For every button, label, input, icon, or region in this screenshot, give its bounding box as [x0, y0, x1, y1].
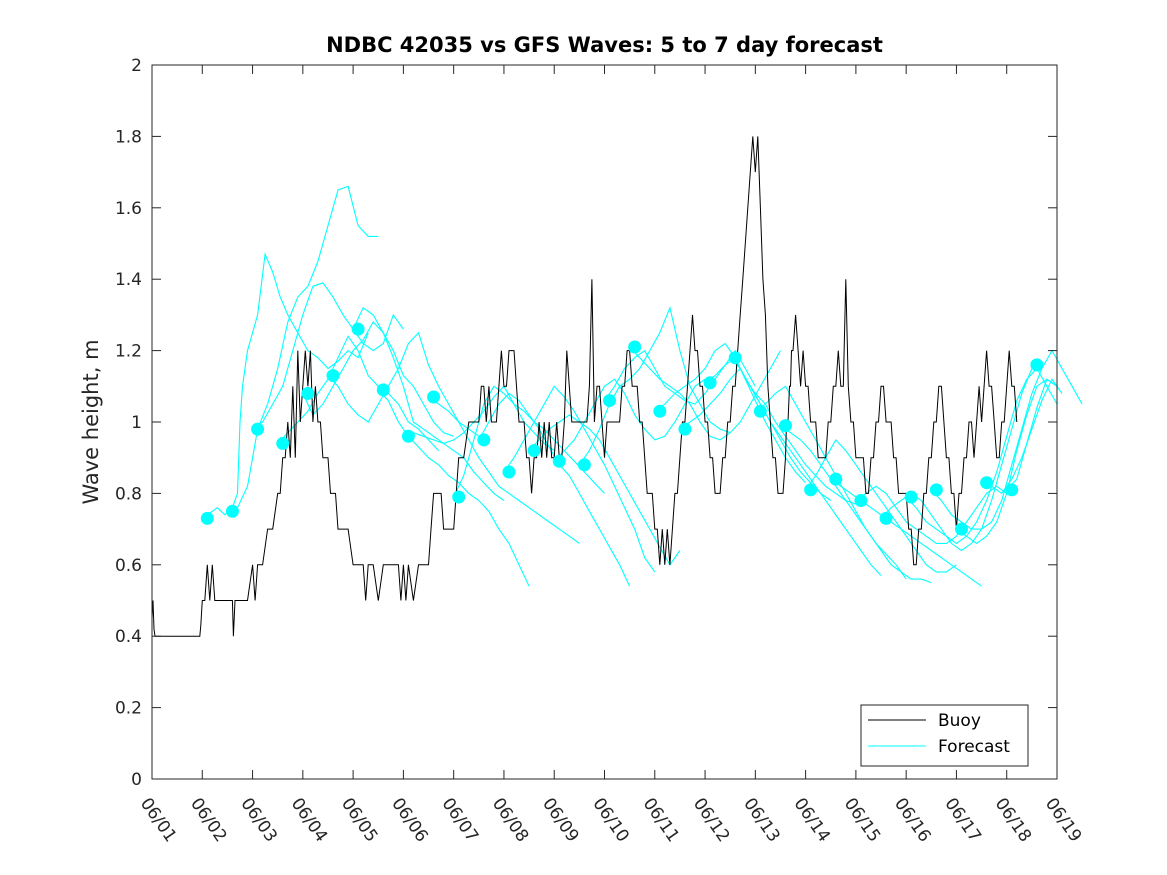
- forecast-run-line: [377, 389, 530, 587]
- forecast-marker: [276, 436, 290, 450]
- forecast-marker: [779, 419, 792, 433]
- forecast-marker: [728, 351, 742, 365]
- forecast-run-line: [754, 385, 907, 580]
- forecast-run-line: [654, 342, 807, 484]
- forecast-run-line: [352, 306, 505, 501]
- forecast-marker: [628, 340, 642, 354]
- forecast-marker: [225, 504, 239, 518]
- y-tick-label: 0: [131, 770, 142, 790]
- forecast-marker: [829, 472, 843, 486]
- y-tick-label: 1.8: [115, 127, 142, 147]
- y-tick-label: 0.2: [115, 699, 142, 719]
- legend-forecast-label: Forecast: [938, 737, 1010, 757]
- forecast-run-line: [805, 438, 957, 573]
- chart-title: NDBC 42035 vs GFS Waves: 5 to 7 day fore…: [326, 33, 883, 57]
- forecast-marker: [954, 522, 968, 536]
- forecast-marker: [753, 404, 767, 418]
- y-tick-label: 1.2: [115, 342, 142, 362]
- forecast-marker: [653, 404, 667, 418]
- forecast-marker: [577, 458, 591, 472]
- forecast-run-line: [1006, 378, 1058, 491]
- forecast-marker: [1005, 483, 1019, 497]
- legend-buoy-label: Buoy: [938, 711, 981, 731]
- forecast-marker: [603, 394, 617, 408]
- forecast-marker: [929, 483, 943, 497]
- forecast-marker: [703, 376, 717, 390]
- y-tick-label: 0.6: [115, 556, 142, 576]
- forecast-marker: [854, 494, 868, 508]
- forecast-marker: [502, 465, 516, 479]
- legend: Buoy Forecast: [860, 704, 1029, 767]
- forecast-marker: [980, 476, 994, 490]
- forecast-marker: [351, 322, 365, 336]
- forecast-marker: [527, 444, 541, 458]
- forecast-marker: [904, 490, 918, 504]
- forecast-marker: [427, 390, 441, 404]
- y-axis-ticks: 0 0.2 0.4 0.6 0.8 1 1.2 1.4 1.6 1.8 2: [115, 56, 1057, 790]
- y-tick-label: 1: [131, 413, 142, 433]
- forecast-marker: [879, 511, 893, 525]
- forecast-run-line: [528, 414, 681, 566]
- y-tick-label: 2: [131, 56, 142, 76]
- forecast-marker: [301, 386, 315, 400]
- forecast-marker: [326, 369, 340, 383]
- forecast-marker: [452, 490, 466, 504]
- forecast-marker: [1030, 358, 1044, 372]
- forecast-markers: [200, 322, 1044, 536]
- y-tick-label: 1.4: [115, 270, 142, 290]
- y-tick-label: 0.8: [115, 484, 142, 504]
- forecast-marker: [200, 511, 214, 525]
- forecast-run-line: [252, 282, 404, 430]
- forecast-marker: [678, 422, 692, 436]
- forecast-run-line: [302, 321, 454, 437]
- forecast-run-line: [428, 396, 580, 544]
- forecast-run-line: [503, 385, 656, 573]
- forecast-marker: [251, 422, 265, 436]
- forecast-marker: [477, 433, 491, 447]
- forecast-run-line: [277, 335, 439, 451]
- y-tick-label: 0.4: [115, 627, 142, 647]
- forecast-marker: [552, 454, 566, 468]
- plot-area: [152, 65, 1057, 779]
- buoy-series: [151, 136, 1018, 637]
- forecast-run-line: [327, 331, 480, 437]
- y-tick-label: 1.6: [115, 199, 142, 219]
- forecast-marker: [401, 429, 415, 443]
- legend-box: [860, 704, 1029, 767]
- forecast-marker: [376, 383, 390, 397]
- forecast-run-line: [553, 378, 706, 462]
- forecast-run-line: [981, 378, 1063, 495]
- forecast-run-line: [729, 357, 882, 576]
- y-axis-label: Wave height, m: [79, 339, 103, 504]
- forecast-run-line: [905, 367, 1058, 545]
- forecast-run-line: [578, 305, 731, 466]
- forecast-run-line: [855, 485, 1008, 544]
- forecast-run-line: [780, 425, 932, 584]
- forecast-run-line: [227, 185, 379, 512]
- buoy-line: [151, 136, 1018, 637]
- forecast-marker: [804, 483, 818, 497]
